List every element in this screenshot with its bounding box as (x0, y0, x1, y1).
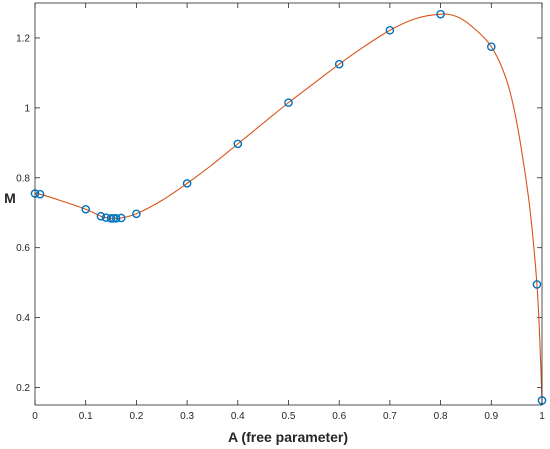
data-point-marker (96, 211, 106, 221)
data-point-marker (106, 214, 116, 223)
y-tick-label: 1 (24, 103, 30, 114)
data-point-marker (436, 9, 445, 19)
x-tick-label: 1 (539, 411, 545, 422)
data-point-marker (111, 214, 121, 223)
x-tick-label: 0.7 (383, 411, 397, 422)
data-point-marker (334, 59, 344, 69)
data-point-marker (385, 25, 395, 35)
data-point-marker (532, 280, 542, 289)
y-tick-label: 1.2 (16, 33, 30, 44)
x-tick-label: 0.5 (282, 411, 296, 422)
x-axis-ticks: 0 0.1 0.2 0.3 0.4 0.5 0.6 0.7 0.8 0.9 1 (32, 3, 545, 422)
axes-box (34, 2, 543, 406)
x-tick-label: 0.9 (484, 411, 498, 422)
y-tick-label: 0.4 (16, 313, 30, 324)
x-tick-label: 0.2 (129, 411, 143, 422)
y-tick-label: 0.6 (16, 243, 30, 254)
axes-frame (34, 2, 543, 406)
x-tick-label: 0 (32, 411, 38, 422)
y-axis-ticks: 0.2 0.4 0.6 0.8 1 1.2 (16, 33, 542, 394)
plot-area (35, 3, 542, 405)
data-point-marker (116, 213, 126, 223)
data-point-marker (132, 209, 141, 219)
x-tick-label: 0.4 (231, 411, 245, 422)
x-tick-label: 0.3 (180, 411, 194, 422)
data-point-marker (182, 179, 192, 188)
plot-background (35, 3, 542, 405)
x-tick-label: 0.6 (332, 411, 346, 422)
x-tick-label: 0.1 (79, 411, 93, 422)
y-tick-label: 0.8 (16, 173, 30, 184)
x-tick-label: 0.8 (434, 411, 448, 422)
data-point-marker (81, 204, 90, 214)
data-point-marker (486, 42, 496, 51)
y-tick-label: 0.2 (16, 383, 30, 394)
data-point-marker (233, 139, 243, 149)
data-point-marker (284, 98, 293, 107)
y-axis-label: M (4, 190, 16, 206)
data-point-marker (35, 189, 45, 199)
x-axis-label: A (free parameter) (228, 429, 348, 445)
